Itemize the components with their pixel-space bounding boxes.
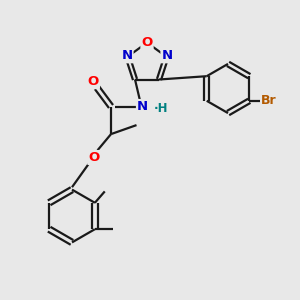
Text: N: N	[137, 100, 148, 113]
Text: ·H: ·H	[154, 101, 168, 115]
Text: O: O	[88, 151, 100, 164]
Text: N: N	[161, 49, 172, 62]
Text: O: O	[88, 75, 99, 88]
Text: N: N	[122, 49, 133, 62]
Text: O: O	[141, 35, 153, 49]
Text: Br: Br	[261, 94, 277, 107]
